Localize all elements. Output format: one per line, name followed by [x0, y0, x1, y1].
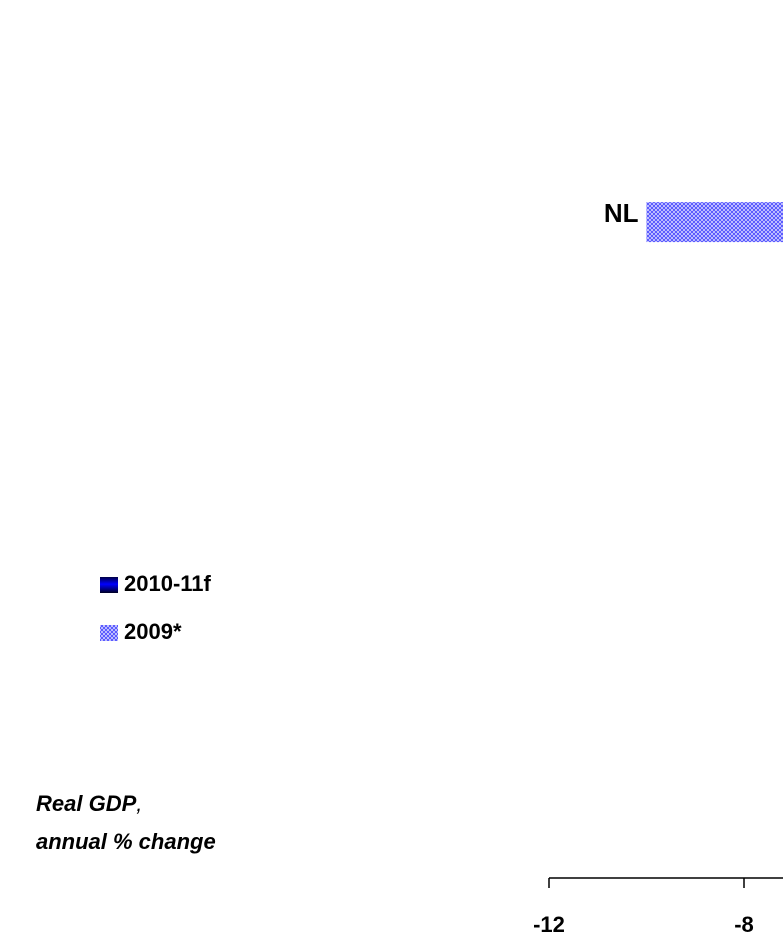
- annotation-tail: ,: [136, 791, 142, 816]
- annotation: Real GDP, annual % change: [36, 791, 216, 854]
- category-label: NL: [604, 198, 639, 228]
- bars: [646, 202, 783, 243]
- svg-text:Real GDP,: Real GDP,: [36, 791, 142, 816]
- annotation-bold: Real GDP: [36, 791, 137, 816]
- legend-swatch: [100, 625, 118, 641]
- annotation-line2: annual % change: [36, 829, 216, 854]
- x-tick-label: -8: [734, 912, 754, 937]
- bar: [646, 202, 783, 243]
- legend-label: 2009*: [124, 619, 182, 644]
- legend-label: 2010-11f: [124, 571, 212, 596]
- x-tick-label: -12: [533, 912, 565, 937]
- legend-swatch: [100, 577, 118, 593]
